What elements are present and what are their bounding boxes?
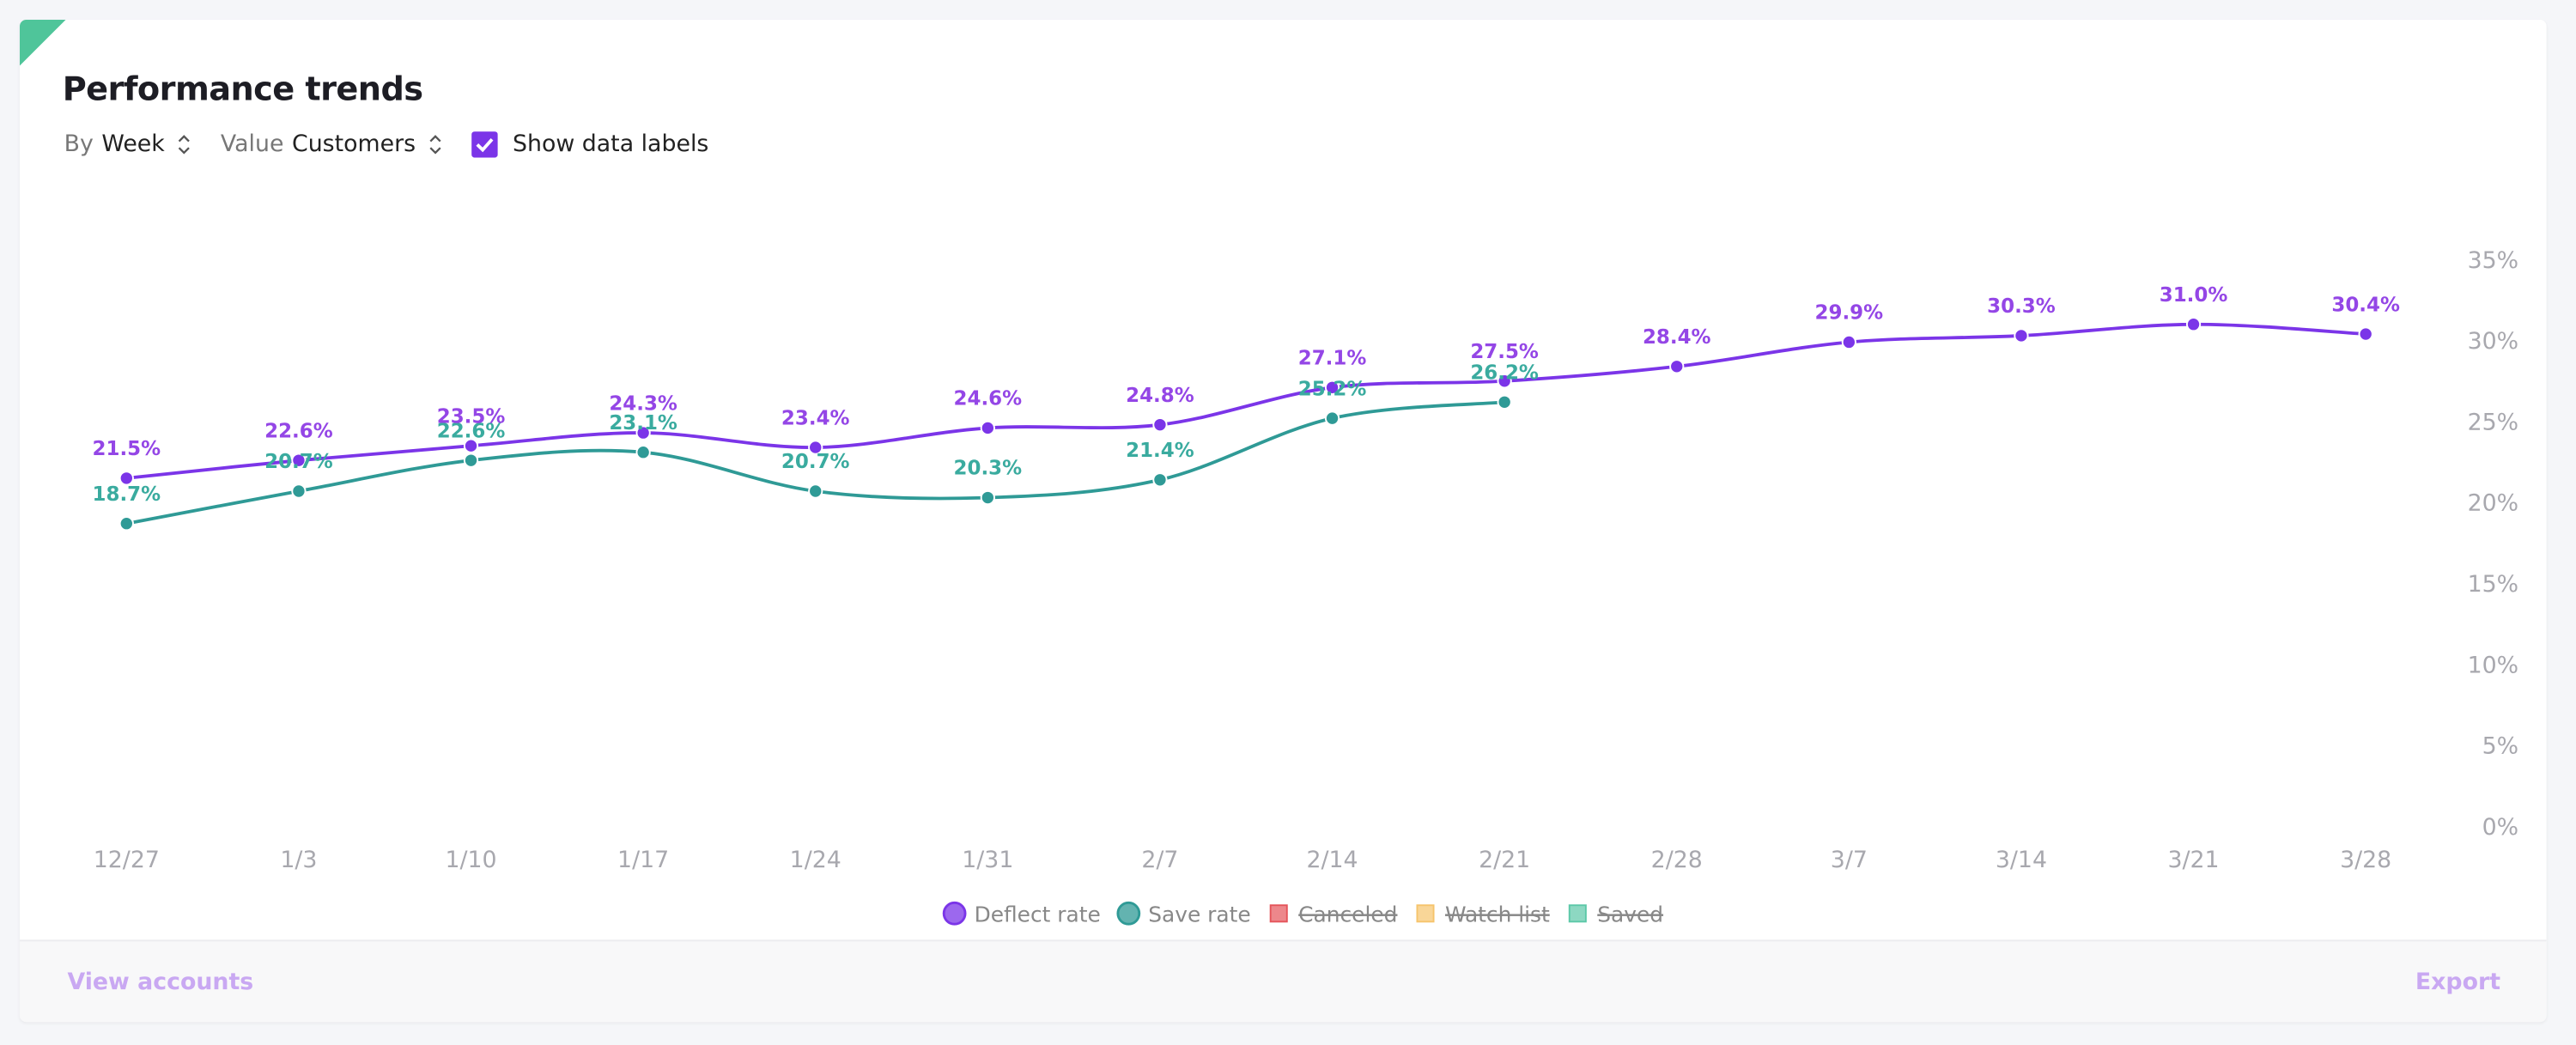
data-label: 24.6%: [954, 388, 1023, 410]
corner-flag: [19, 19, 66, 66]
x-tick-label: 3/7: [1831, 847, 1868, 873]
legend-marker: [1568, 904, 1587, 923]
y-tick-label: 30%: [2468, 328, 2519, 355]
data-point: [2185, 317, 2202, 332]
data-point: [1497, 374, 1512, 389]
data-point: [808, 440, 823, 455]
data-label: 23.1%: [609, 412, 677, 434]
data-label: 31.0%: [2160, 284, 2228, 307]
data-label: 20.3%: [954, 458, 1023, 480]
view-accounts-link[interactable]: View accounts: [67, 969, 254, 996]
data-point: [2014, 328, 2029, 343]
data-point: [635, 425, 651, 440]
checkbox-label[interactable]: Show data labels: [512, 131, 709, 158]
legend-marker: [1269, 904, 1288, 923]
x-tick-label: 12/27: [94, 847, 160, 873]
legend-marker: [1416, 904, 1435, 923]
x-tick-label: 1/24: [790, 847, 841, 873]
y-tick-label: 15%: [2468, 571, 2519, 598]
data-label: 26.2%: [1470, 361, 1539, 384]
data-point: [118, 471, 134, 486]
legend-marker: [942, 901, 967, 926]
x-tick-label: 2/28: [1651, 847, 1703, 873]
data-label: 24.3%: [609, 392, 677, 415]
checkbox[interactable]: [471, 131, 498, 158]
data-label: 24.8%: [1126, 385, 1194, 407]
y-tick-label: 10%: [2468, 652, 2519, 678]
data-point: [1152, 472, 1168, 488]
data-label: 22.6%: [264, 420, 333, 442]
data-label: 30.4%: [2331, 294, 2400, 316]
control-label: Value: [220, 131, 284, 158]
data-label: 21.4%: [1126, 440, 1194, 462]
data-point: [808, 483, 823, 499]
y-tick-label: 20%: [2468, 490, 2519, 517]
x-tick-label: 3/21: [2167, 847, 2219, 873]
legend-marker: [1116, 901, 1141, 926]
y-tick-label: 5%: [2482, 733, 2518, 760]
data-point: [118, 516, 134, 532]
data-label: 23.5%: [437, 405, 506, 428]
data-label: 27.1%: [1298, 348, 1367, 370]
data-label: 18.7%: [93, 483, 161, 506]
data-label: 28.4%: [1643, 326, 1711, 349]
data-point: [291, 483, 307, 499]
data-point: [1841, 334, 1856, 350]
x-tick-label: 2/7: [1141, 847, 1178, 873]
data-label: 20.7%: [264, 451, 333, 473]
x-tick-label: 3/28: [2340, 847, 2391, 873]
group-select[interactable]: Week: [101, 131, 165, 158]
value-select[interactable]: Customers: [291, 131, 416, 158]
x-tick-label: 1/17: [617, 847, 669, 873]
data-point: [463, 438, 479, 453]
data-point: [980, 420, 995, 436]
legend-label[interactable]: Watch list: [1445, 902, 1550, 927]
y-tick-label: 25%: [2468, 409, 2519, 435]
data-point: [1324, 410, 1340, 426]
legend-label[interactable]: Deflect rate: [975, 902, 1101, 927]
data-label: 25.2%: [1298, 378, 1367, 400]
chart: 0% 5% 10% 15% 20% 25% 30% 35% 12/27 1/3 1/10 1/17 1/…: [93, 247, 2519, 927]
card-title: Performance trends: [62, 69, 423, 109]
caret[interactable]: [178, 135, 191, 155]
data-point: [1669, 359, 1685, 374]
x-tick-label: 1/31: [962, 847, 1013, 873]
data-point: [980, 489, 995, 506]
x-tick-label: 1/10: [445, 847, 496, 873]
data-point: [635, 445, 651, 460]
controls: By Week Value Customers Show data labels: [64, 131, 709, 158]
x-tick-label: 3/14: [1996, 847, 2047, 873]
x-tick-label: 2/14: [1306, 847, 1358, 873]
data-label: 29.9%: [1815, 302, 1884, 325]
data-label: 20.7%: [781, 451, 850, 473]
y-tick-label: 35%: [2468, 247, 2519, 274]
export-link[interactable]: Export: [2415, 969, 2501, 996]
data-point: [1152, 417, 1168, 433]
data-label: 27.5%: [1470, 341, 1539, 363]
y-tick-label: 0%: [2482, 814, 2518, 841]
legend-label[interactable]: Saved: [1597, 902, 1663, 927]
data-point: [291, 453, 307, 468]
x-tick-label: 2/21: [1479, 847, 1530, 873]
data-label: 22.6%: [437, 420, 506, 442]
data-label: 23.4%: [781, 407, 850, 429]
data-point: [1497, 394, 1512, 410]
control-label: By: [64, 131, 94, 158]
caret[interactable]: [428, 135, 441, 155]
data-point: [1324, 380, 1340, 395]
data-point: [2358, 326, 2373, 342]
card: Performance trends By Week Value Custome…: [19, 19, 2547, 1023]
footer: View accounts Export: [19, 939, 2547, 1023]
data-point: [463, 453, 479, 468]
legend-label[interactable]: Canceled: [1298, 902, 1397, 927]
x-tick-label: 1/3: [280, 847, 317, 873]
data-label: 21.5%: [93, 438, 161, 460]
legend: Deflect rate Save rate Canceled Watch list S…: [942, 901, 1663, 927]
series-line: [126, 322, 2366, 480]
data-label: 30.3%: [1987, 295, 2056, 318]
legend-label[interactable]: Save rate: [1148, 902, 1250, 927]
